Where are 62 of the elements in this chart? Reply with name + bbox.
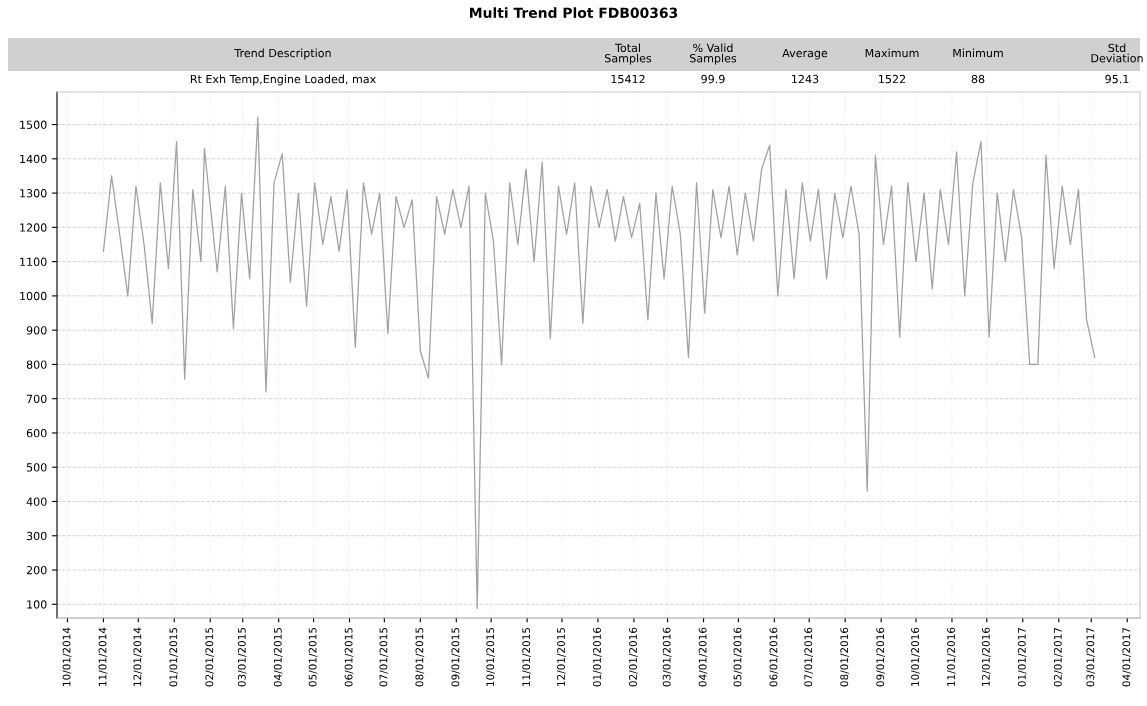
text: Rt Exh Temp,Engine Loaded, max [190,74,376,86]
x-tick-label: 10/01/2014 [62,627,72,686]
y-tick-label: 1000 [20,291,47,301]
text: Maximum [865,48,919,58]
text: 1522 [879,74,906,84]
text: 1243 [792,74,819,84]
text: Average [782,48,828,60]
chart-title: Multi Trend Plot FDB00363 [470,7,678,19]
x-tick-label: 05/01/2015 [308,627,318,687]
x-tick-label: 10/01/2015 [486,627,495,686]
x-tick-label: 02/01/2017 [1053,627,1063,687]
x-tick-label: 01/01/2016 [593,627,602,687]
y-tick-label: 700 [26,394,47,404]
x-tick-label: 11/01/2014 [98,627,108,686]
text: 88 [971,74,985,84]
x-tick-label: 03/01/2017 [1086,627,1096,687]
y-tick-label: 1300 [20,189,47,198]
x-tick-label: 06/01/2015 [344,627,354,687]
y-tick-label: 1100 [20,257,47,266]
x-tick-label: 02/01/2015 [205,627,215,687]
x-tick-label: 07/01/2016 [804,627,814,687]
y-tick-label: 1200 [20,223,47,232]
y-tick-label: 300 [26,531,47,541]
y-tick-label: 400 [26,497,47,506]
y-tick-label: 600 [26,428,47,438]
x-tick-label: 12/01/2016 [981,627,991,686]
x-tick-label: 02/01/2016 [629,627,638,687]
text: 15412 [611,74,645,84]
text: Total Samples [605,43,652,65]
y-tick-label: 800 [26,360,47,369]
text: % Valid Samples [690,43,737,65]
x-tick-label: 06/01/2016 [769,627,779,687]
x-tick-label: 08/01/2015 [415,627,425,687]
x-tick-label: 09/01/2016 [876,627,885,687]
y-tick-label: 200 [26,566,47,575]
x-tick-label: 09/01/2015 [451,627,461,687]
x-tick-label: 05/01/2016 [733,627,743,687]
text: 99.9 [701,74,725,84]
x-tick-label: 01/01/2015 [169,627,179,687]
x-tick-label: 07/01/2015 [379,627,389,687]
x-tick-label: 01/01/2017 [1017,627,1027,687]
x-tick-label: 11/01/2015 [522,627,531,686]
x-tick-label: 04/01/2015 [273,627,283,687]
y-tick-label: 100 [27,600,47,609]
x-tick-label: 08/01/2016 [840,627,850,687]
x-tick-label: 12/01/2015 [557,627,566,686]
line-series [102,116,1096,610]
x-tick-label: 10/01/2016 [911,627,920,686]
y-tick-label: 900 [26,326,47,335]
x-tick-label: 11/01/2016 [947,627,956,686]
y-tick-label: 1500 [20,120,47,129]
text: Minimum [953,48,1003,58]
x-tick-label: 04/01/2016 [698,627,708,687]
x-tick-label: 04/01/2017 [1122,627,1132,687]
text: Trend Description [234,48,331,60]
x-tick-label: 03/01/2015 [237,627,247,687]
x-tick-label: 12/01/2014 [133,627,143,686]
y-tick-label: 500 [26,463,47,472]
text: Std Deviation [1091,43,1143,63]
text: 95.1 [1105,74,1129,84]
y-tick-label: 1400 [20,154,47,164]
x-tick-label: 03/01/2016 [662,627,672,687]
